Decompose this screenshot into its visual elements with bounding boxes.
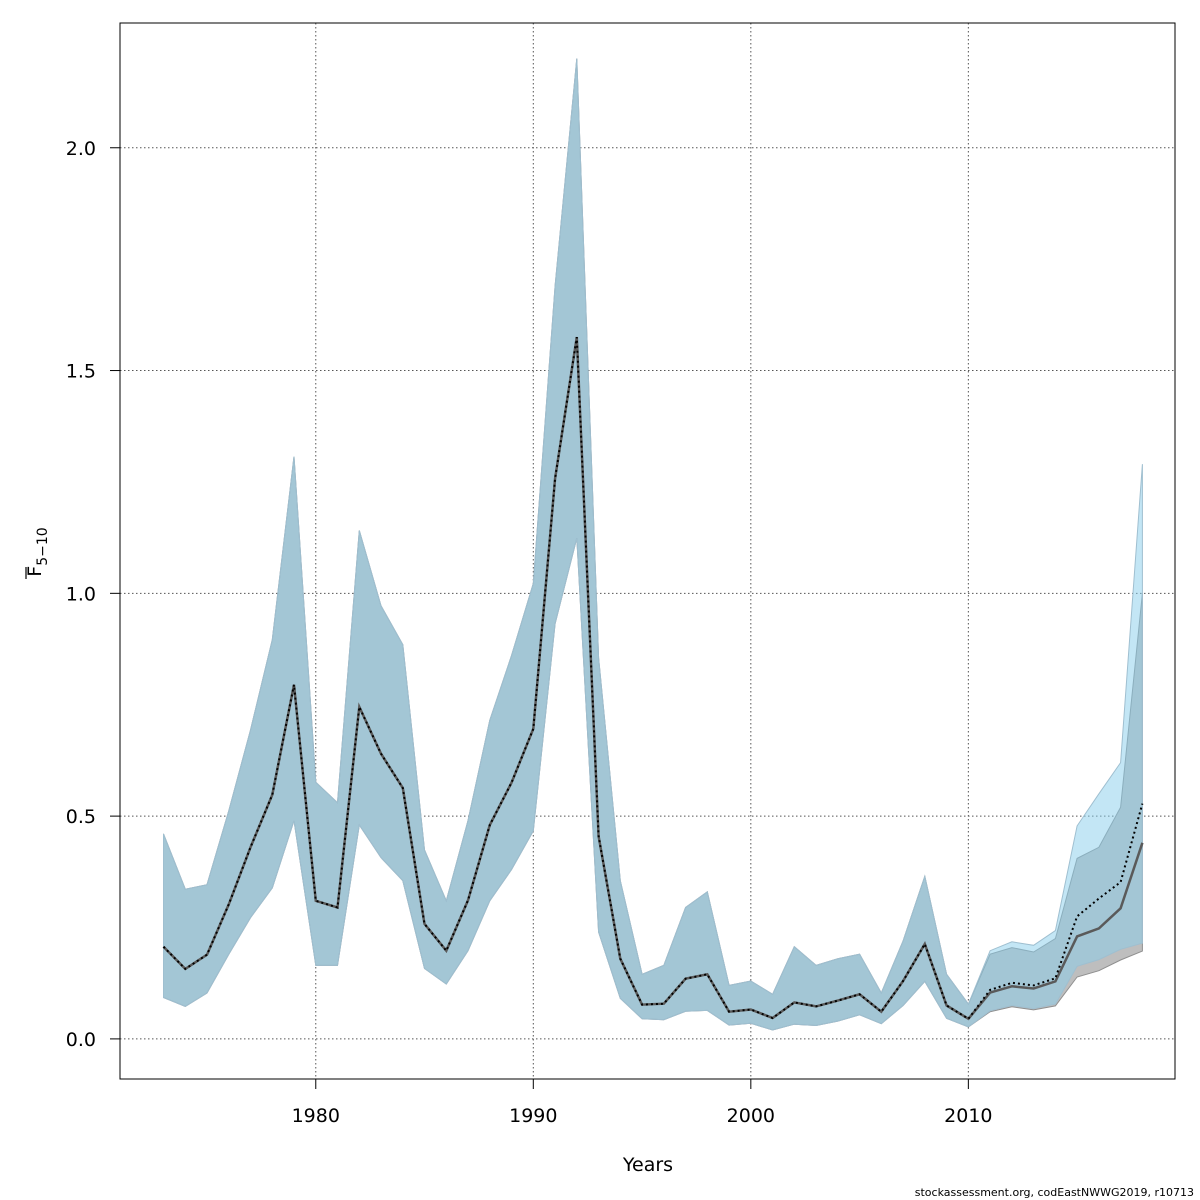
estimate-lines [162,336,1144,1021]
x-tick-label: 1990 [509,1105,557,1127]
y-axis-title-subscript: 5−10 [35,527,51,565]
x-axis-title: Years [622,1154,673,1176]
y-axis: 0.0 0.5 1.0 1.5 2.0 [66,138,120,1051]
svg-text:F5−10: F5−10 [24,527,51,576]
y-axis-title: F5−10 [24,527,51,579]
y-tick-label: 1.0 [66,583,96,605]
y-axis-title-base: F [24,566,46,577]
y-tick-label: 2.0 [66,138,96,160]
y-tick-label: 0.5 [66,806,96,828]
band-blue [163,58,1143,1031]
series-line-dotted [162,336,1144,1021]
confidence-bands [163,58,1143,1031]
x-tick-label: 2010 [944,1105,992,1127]
y-tick-label: 1.5 [66,361,96,383]
x-axis: 1980 1990 2000 2010 [292,1079,993,1127]
x-tick-label: 1980 [292,1105,340,1127]
grid-lines [120,23,1175,1079]
plot-frame [119,22,1176,1080]
x-tick-label: 2000 [727,1105,775,1127]
footer-credit: stockassessment.org, codEastNWWG2019, r1… [915,1186,1194,1199]
y-tick-label: 0.0 [66,1029,96,1051]
